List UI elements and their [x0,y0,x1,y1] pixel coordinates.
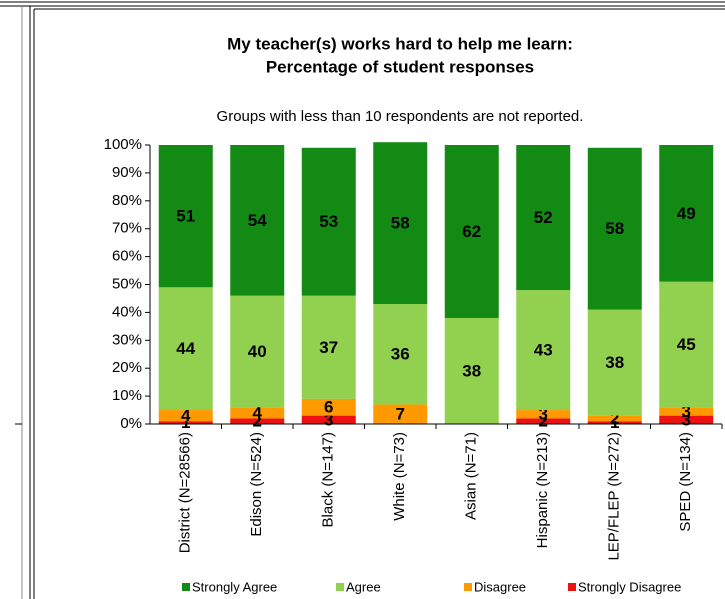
y-tick-label: 50% [112,275,142,292]
legend-label: Strongly Agree [192,579,277,594]
data-label: 4 [181,406,191,425]
y-tick-label: 80% [112,192,142,209]
legend-label: Strongly Disagree [578,579,681,594]
data-label: 3 [682,402,691,421]
y-tick-label: 0% [120,415,142,432]
chart-title: My teacher(s) works hard to help me lear… [227,34,573,53]
bar-segment [230,295,285,408]
bar-segment [158,145,213,288]
bar-segment [444,145,499,318]
bar-segment [373,404,428,424]
bar-segment [158,410,213,422]
bar-segment [516,290,571,411]
bar-segment [587,309,642,416]
bar-segment [444,317,499,424]
data-label: 40 [248,342,267,361]
data-label: 49 [677,204,696,223]
bar-segment [301,147,356,296]
bar-segment [230,407,285,419]
data-label: 2 [253,412,262,431]
chart-subtitle: Percentage of student responses [266,57,534,76]
y-tick-label: 40% [112,303,142,320]
legend-swatch [568,583,576,591]
bar-segment [301,415,356,424]
x-tick-label: Asian (N=71) [463,432,480,520]
legend-swatch [336,583,344,591]
bar-segment [301,295,356,399]
data-label: 2 [539,412,548,431]
data-label: 7 [396,405,405,424]
bar-segment [516,145,571,291]
x-tick-label: Black (N=147) [320,432,337,527]
y-tick-label: 30% [112,331,142,348]
bar-segment [158,287,213,411]
bar-segment [516,418,571,424]
y-tick-label: 90% [112,164,142,181]
x-tick-label: LEP/FLEP (N=272) [606,432,623,561]
data-label: 44 [176,339,195,358]
data-label: 37 [319,338,338,357]
data-label: 53 [319,212,338,231]
x-tick-label: District (N=28566) [177,432,194,553]
legend-swatch [464,583,472,591]
x-tick-label: Hispanic (N=213) [534,432,551,548]
data-label: 36 [391,345,410,364]
bar-segment [158,421,213,424]
legend-label: Disagree [474,579,526,594]
data-label: 1 [610,413,619,432]
data-label: 52 [534,208,553,227]
x-tick-label: Edison (N=524) [248,432,265,537]
data-label: 51 [176,207,195,226]
bar-segment [587,147,642,310]
data-label: 45 [677,335,696,354]
data-label: 58 [605,219,624,238]
data-label: 3 [324,410,333,429]
legend-swatch [182,583,190,591]
bar-segment [301,398,356,416]
y-tick-label: 10% [112,387,142,404]
data-label: 58 [391,214,410,233]
y-tick-label: 20% [112,359,142,376]
x-tick-label: SPED (N=134) [677,432,694,532]
x-tick-label: White (N=73) [391,432,408,521]
bar-segment [659,145,714,282]
bar-segment [587,415,642,422]
legend-label: Agree [346,579,381,594]
bar-segment [659,415,714,424]
bar-segment [373,304,428,405]
bar-segment [659,407,714,416]
y-tick-label: 100% [104,136,142,153]
bar-segment [659,281,714,408]
data-label: 3 [682,410,691,429]
data-label: 38 [462,361,481,380]
y-tick-label: 60% [112,248,142,265]
chart-note: Groups with less than 10 respondents are… [217,108,584,125]
bar-segment [230,418,285,424]
y-tick-label: 70% [112,220,142,237]
bar-segment [587,421,642,424]
data-label: 1 [181,413,190,432]
data-label: 43 [534,341,553,360]
data-label: 62 [462,222,481,241]
bar-segment [373,142,428,305]
data-label: 54 [248,211,267,230]
data-label: 4 [253,403,263,422]
data-label: 38 [605,353,624,372]
bar-segment [516,410,571,419]
data-label: 6 [324,398,333,417]
data-label: 2 [610,409,619,428]
data-label: 3 [539,405,548,424]
bar-segment [230,145,285,296]
